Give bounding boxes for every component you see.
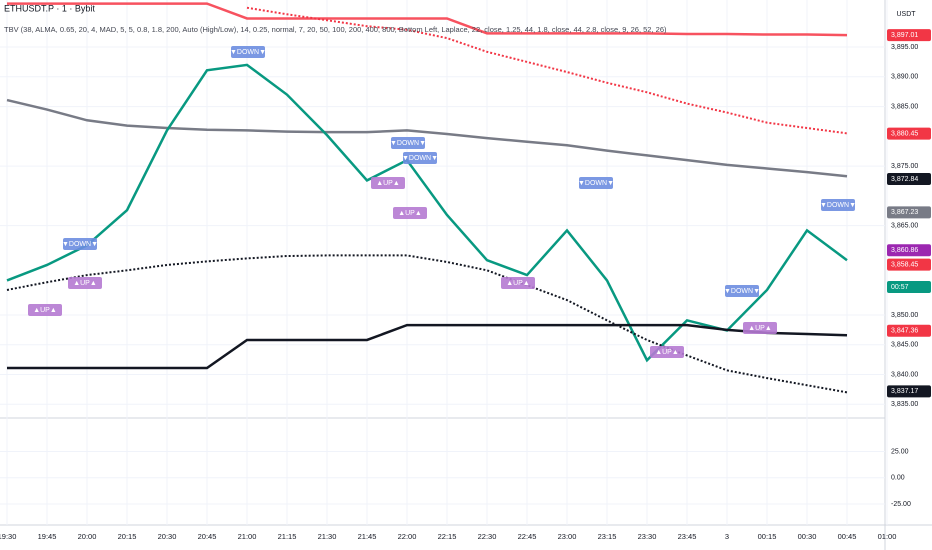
x-tick-label: 20:00: [78, 532, 97, 541]
y-tick-label: -25.00: [891, 501, 911, 508]
signal-label: ▼DOWN▼: [230, 49, 266, 56]
price-tag-label: 3,847.36: [891, 328, 918, 335]
countdown-box: [887, 281, 931, 293]
signal-box: [68, 277, 102, 289]
grid: [0, 0, 888, 525]
x-tick-label: 00:15: [758, 532, 777, 541]
indicator-settings: TBV (38, ALMA, 0.65, 20, 4, MAD, 5, 5, 0…: [4, 25, 667, 34]
y-tick-label: 3,875.00: [891, 163, 918, 170]
signal-box: [743, 322, 777, 334]
y-tick-label: 3,885.00: [891, 103, 918, 110]
signal-label: ▼DOWN▼: [390, 140, 426, 147]
signal-box: [821, 199, 855, 211]
y-tick-label: 3,865.00: [891, 223, 918, 230]
price-tag: [887, 206, 931, 219]
y-tick-label: 3,895.00: [891, 44, 918, 51]
signal-box: [501, 277, 535, 289]
x-tick-label: 23:30: [638, 532, 657, 541]
signal-label: ▲UP▲: [33, 307, 57, 314]
x-tick-label: 21:45: [358, 532, 377, 541]
signal-box: [63, 238, 97, 250]
signal-box: [231, 46, 265, 58]
signal-box: [371, 177, 405, 189]
price-tag: [887, 244, 931, 257]
signal-box: [391, 137, 425, 149]
price-tag-label: 3,867.23: [891, 209, 918, 216]
x-tick-label: 21:30: [318, 532, 337, 541]
y-tick-label: 3,835.00: [891, 401, 918, 408]
chart-title: ETHUSDT.P · 1 · Bybit: [4, 3, 95, 13]
y-tick-label: 3,845.00: [891, 342, 918, 349]
y-tick-label: 3,850.00: [891, 312, 918, 319]
signal-label: ▼DOWN▼: [820, 202, 856, 209]
y-tick-label: 25.00: [891, 448, 909, 455]
x-tick-label: 20:45: [198, 532, 217, 541]
price-tag: [887, 385, 931, 398]
signal-label: ▲UP▲: [506, 280, 530, 287]
signal-label: ▼DOWN▼: [62, 241, 98, 248]
price-tag-label: 3,880.45: [891, 131, 918, 138]
x-tick-label: 20:30: [158, 532, 177, 541]
y-tick-label: 0.00: [891, 475, 905, 482]
signal-label: ▼DOWN▼: [578, 180, 614, 187]
signal-box: [579, 177, 613, 189]
y-tick-label: 3,890.00: [891, 74, 918, 81]
signal-label: ▲UP▲: [655, 349, 679, 356]
price-tag-label: 3,897.01: [891, 32, 918, 39]
series-line: [6, 98, 848, 178]
x-tick-label: 01:00: [878, 532, 897, 541]
signal-box: [393, 207, 427, 219]
price-tag: [887, 127, 931, 140]
plot: [6, 2, 848, 394]
signal-label: ▲UP▲: [398, 210, 422, 217]
signal-box: [725, 285, 759, 297]
y-tick-label: 3,840.00: [891, 371, 918, 378]
x-tick-label: 23:15: [598, 532, 617, 541]
signal-box: [28, 304, 62, 316]
x-tick-label: 20:15: [118, 532, 137, 541]
x-tick-label: 23:00: [558, 532, 577, 541]
price-tag: [887, 172, 931, 185]
x-tick-label: 21:15: [278, 532, 297, 541]
x-tick-label: 22:00: [398, 532, 417, 541]
axis-unit: USDT: [896, 11, 916, 18]
signal-label: ▼DOWN▼: [402, 155, 438, 162]
series-line: [7, 2, 848, 37]
x-tick-label: 00:45: [838, 532, 857, 541]
series-line: [6, 63, 848, 363]
price-tag: [887, 324, 931, 337]
price-tag-label: 3,837.17: [891, 388, 918, 395]
price-tag-label: 3,858.45: [891, 262, 918, 269]
x-tick-label: 19:30: [0, 532, 16, 541]
x-tick-label: 3: [725, 532, 729, 541]
series-line: [7, 323, 848, 370]
price-tag-label: 3,860.86: [891, 247, 918, 254]
x-tick-label: 23:45: [678, 532, 697, 541]
price-tag: [887, 29, 931, 42]
signal-box: [650, 346, 684, 358]
x-tick-label: 22:30: [478, 532, 497, 541]
x-tick-label: 19:45: [38, 532, 57, 541]
signal-label: ▲UP▲: [376, 180, 400, 187]
signal-label: ▲UP▲: [73, 280, 97, 287]
signal-label: ▲UP▲: [748, 325, 772, 332]
price-tag-label: 3,872.84: [891, 176, 918, 183]
x-tick-label: 22:45: [518, 532, 537, 541]
signal-label: ▼DOWN▼: [724, 288, 760, 295]
x-tick-label: 22:15: [438, 532, 457, 541]
x-tick-label: 21:00: [238, 532, 257, 541]
series-line: [6, 254, 848, 394]
signal-box: [403, 152, 437, 164]
x-tick-label: 00:30: [798, 532, 817, 541]
countdown: 00:57: [891, 284, 909, 291]
price-tag: [887, 258, 931, 271]
series-line: [246, 6, 848, 135]
